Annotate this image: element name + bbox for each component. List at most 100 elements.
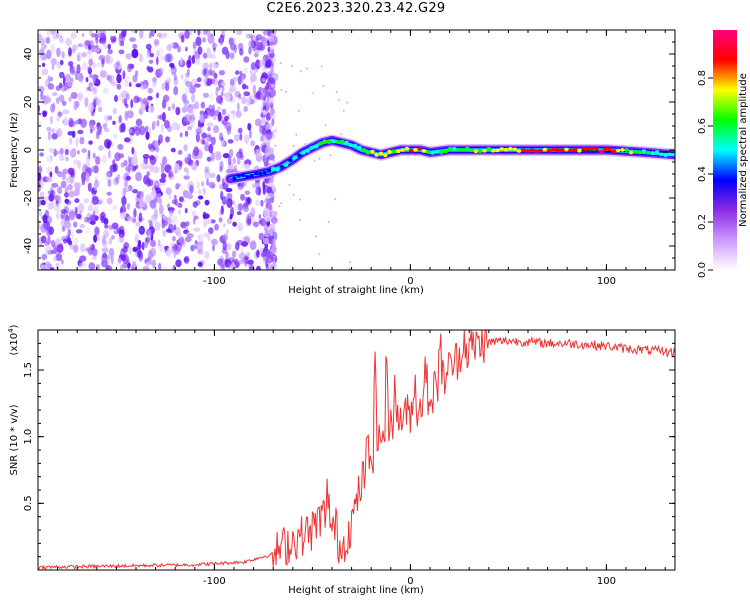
spectrogram-noise-blob (38, 198, 42, 208)
spectrogram-noise-blob (52, 30, 58, 40)
spectrogram-noise-blob (167, 106, 171, 112)
spectrogram-noise-blob (64, 187, 69, 194)
spectrogram-noise-blob (68, 96, 72, 102)
snr-ylabel: SNR (10 * v/v) (9, 404, 20, 475)
spectrogram-noise-blob (120, 205, 127, 214)
spectrogram-noise-blob (79, 136, 85, 145)
spectrogram-ridge-blob (672, 152, 675, 157)
spectrogram-noise-blob (241, 258, 246, 263)
spectrogram-noise-blob (95, 37, 99, 44)
spectrogram-noise-blob (47, 190, 54, 195)
spectrogram-noise-blob (48, 226, 54, 236)
spectrogram-noise-blob (243, 67, 248, 76)
spectrogram-noise-blob (87, 182, 92, 192)
spectrogram-noise-blob (216, 95, 223, 104)
spectrogram-noise-blob (133, 207, 137, 218)
spectrogram-noise-blob (59, 154, 65, 161)
spectrogram-noise-blob (210, 219, 216, 224)
spectrogram-noise-blob (262, 54, 270, 62)
spectrogram-noise-blob (114, 94, 118, 103)
spectrogram-noise-dot (278, 205, 281, 208)
spectrogram-noise-blob (271, 58, 277, 63)
spectrogram-noise-blob (269, 108, 274, 118)
spectrogram-ridge-blob (659, 152, 664, 157)
spectrogram-noise-blob (58, 71, 65, 79)
spectrogram-noise-blob (156, 120, 160, 127)
spectrogram-ridge-blob (650, 151, 655, 155)
spectrogram-noise-blob (40, 264, 48, 269)
spectrogram-noise-blob (83, 197, 90, 204)
spectrogram-noise-blob (232, 50, 236, 60)
spectrogram-noise-blob (207, 126, 211, 132)
spectrogram-noise-blob (117, 84, 121, 91)
spectrogram-ridge-blob (456, 147, 461, 152)
spectrogram-noise-blob (168, 194, 172, 201)
spectrogram-ridge-blob (521, 148, 526, 152)
spectrogram-noise-blob (60, 209, 68, 214)
spectrogram-ridge-blob (469, 148, 474, 153)
spectrogram-noise-blob (229, 85, 237, 93)
spectrogram-noise-blob (227, 139, 234, 144)
spectrogram-noise-blob (86, 86, 92, 91)
spectrogram-noise-blob (261, 116, 266, 126)
spectrogram-noise-blob (98, 145, 104, 151)
spectrogram-noise-blob (239, 133, 243, 141)
spectrogram-noise-blob (99, 70, 107, 78)
spectrogram-noise-blob (64, 198, 70, 204)
spectrogram-noise-blob (270, 63, 274, 73)
spectrogram-noise-blob (189, 85, 196, 94)
spectrogram-noise-blob (132, 189, 139, 194)
spectrogram-noise-blob (179, 132, 183, 138)
spectrogram-noise-blob (139, 227, 143, 233)
spectrogram-noise-blob (60, 259, 64, 265)
spectrogram-ridge-blob (663, 153, 668, 158)
spectrogram-noise-blob (91, 61, 97, 69)
spectrogram-noise-blob (107, 49, 113, 55)
spectrogram-noise-blob (251, 183, 256, 189)
spectrogram-noise-blob (92, 256, 97, 260)
spectrogram-noise-blob (222, 119, 228, 126)
spectrogram-noise-blob (211, 60, 217, 71)
spectrogram-noise-blob (171, 236, 176, 242)
spectrogram-noise-blob (185, 72, 190, 78)
spectrogram-noise-blob (246, 251, 251, 259)
spectrogram-noise-blob (61, 100, 67, 106)
spectrogram-ridge-blob (439, 150, 444, 155)
spectrogram-noise-blob (149, 52, 155, 58)
spectrogram-noise-blob (225, 50, 230, 60)
spectrogram-noise-blob (60, 84, 67, 92)
spectrogram-noise-blob (212, 244, 215, 252)
spectrogram-noise-blob (230, 110, 235, 115)
spectrogram-noise-blob (156, 92, 159, 99)
spectrogram-noise-blob (127, 262, 131, 270)
spectrogram-noise-blob (76, 73, 81, 79)
spectrogram-noise-blob (56, 115, 60, 122)
spectrogram-noise-blob (186, 167, 190, 177)
spectrogram-noise-blob (150, 213, 158, 224)
spectrogram-noise-blob (59, 147, 64, 155)
spectrogram-noise-blob (149, 199, 157, 209)
spectrogram-noise-blob (93, 48, 101, 53)
spectrogram-noise-blob (158, 198, 163, 206)
spectrogram-noise-blob (63, 205, 70, 216)
spectrogram-noise-blob (155, 50, 160, 58)
spectrogram-noise-blob (116, 73, 122, 84)
spectrogram-noise-blob (118, 153, 125, 159)
spectrogram-ridge-blob (486, 146, 491, 151)
spectrogram-noise-blob (202, 52, 208, 59)
spectrogram-noise-blob (129, 134, 134, 145)
spectrogram-noise-blob (160, 164, 165, 174)
spectrogram-noise-blob (38, 165, 42, 174)
spectrogram-noise-blob (190, 119, 195, 128)
spectrogram-noise-blob (70, 91, 78, 100)
spectrogram-noise-blob (107, 254, 114, 260)
spectrogram-noise-blob (90, 214, 96, 221)
spectrogram-noise-blob (128, 246, 132, 255)
spectrogram-noise-blob (266, 254, 274, 264)
spectrogram-noise-blob (216, 174, 221, 183)
spectrogram-noise-dot (299, 198, 302, 201)
spectrogram-noise-blob (141, 201, 147, 208)
spectrogram-noise-blob (154, 208, 158, 219)
spectrogram-noise-blob (235, 70, 240, 75)
spectrogram-noise-blob (89, 128, 93, 134)
